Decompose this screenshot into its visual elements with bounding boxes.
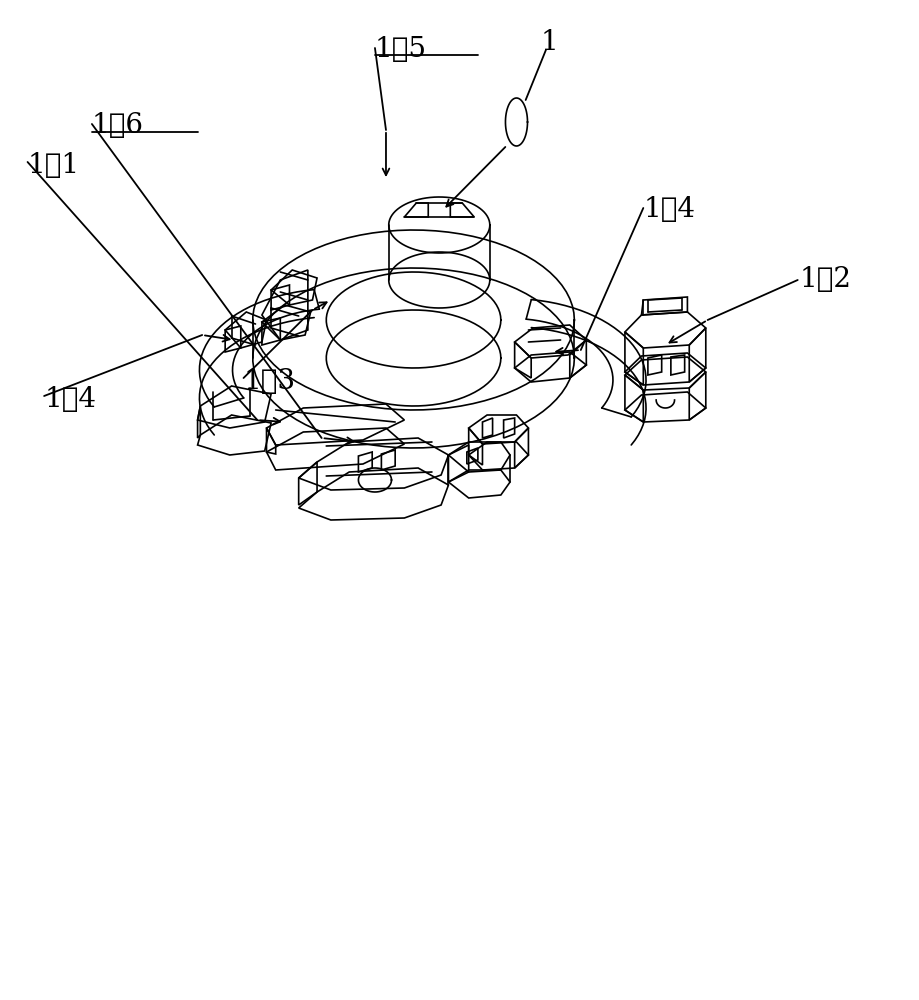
Text: 1: 1 xyxy=(540,28,559,55)
Text: 1．1: 1．1 xyxy=(28,151,80,178)
Text: 1．4: 1．4 xyxy=(44,386,96,414)
Text: 1．3: 1．3 xyxy=(244,368,296,395)
Text: 1．5: 1．5 xyxy=(375,36,427,64)
Text: 1．4: 1．4 xyxy=(643,196,696,224)
Text: 1．6: 1．6 xyxy=(92,112,144,139)
Text: 1．2: 1．2 xyxy=(800,266,852,294)
